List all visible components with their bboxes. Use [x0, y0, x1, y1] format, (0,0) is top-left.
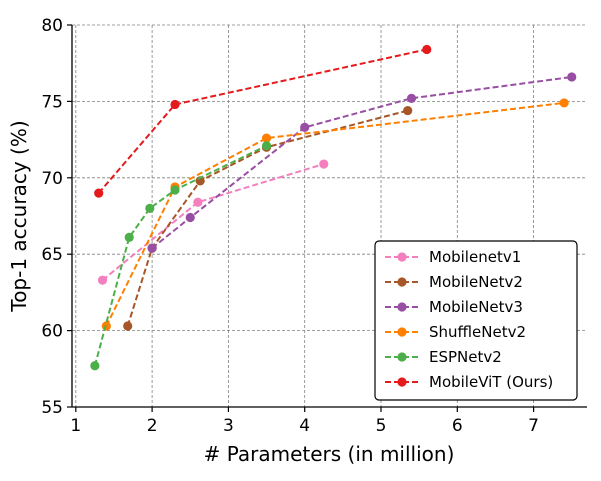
legend-label: ShuffleNetv2	[429, 323, 526, 341]
legend-item-mobilevit-ours: MobileViT (Ours)	[385, 373, 553, 391]
series-line-shufflenetv2	[105, 101, 565, 327]
legend-marker	[397, 252, 407, 262]
legend-item-mobilenetv1: Mobilenetv1	[385, 248, 521, 266]
y-tick-label: 55	[41, 398, 63, 418]
series-line-mobilenetv1	[101, 163, 325, 281]
data-point-mobilenetv1	[319, 159, 329, 169]
data-point-mobilevit-ours	[170, 99, 180, 110]
data-point-espnetv2	[261, 141, 272, 151]
series-mobilenetv3	[147, 72, 577, 253]
legend-marker	[397, 377, 407, 387]
y-tick-label: 65	[41, 245, 63, 265]
legend-marker	[397, 327, 407, 337]
data-point-espnetv2	[124, 232, 134, 242]
legend-marker	[397, 277, 407, 287]
tick-labels: 1 2 3 4 5 6 7 55 60 65 70 75 80	[41, 16, 539, 436]
data-point-mobilenetv3	[147, 243, 157, 253]
data-point-mobilevit-ours	[422, 44, 432, 55]
data-point-mobilenetv3	[185, 212, 195, 223]
data-point-mobilenetv1	[193, 197, 203, 207]
series-mobilevit-ours	[94, 44, 432, 198]
axes	[71, 25, 587, 408]
x-tick-label: 7	[528, 416, 539, 436]
legend-label: ESPNetv2	[429, 348, 502, 366]
legend-label: Mobilenetv1	[429, 248, 521, 266]
y-tick-label: 80	[41, 16, 63, 36]
legend-marker	[397, 302, 407, 312]
legend-label: MobileNetv3	[429, 298, 523, 316]
y-tick-label: 70	[41, 169, 63, 189]
data-point-mobilenetv2	[403, 105, 413, 116]
y-tick-label: 60	[41, 322, 63, 342]
y-axis-label: Top-1 accuracy (%)	[7, 120, 31, 312]
grid-lines	[72, 24, 587, 408]
data-point-espnetv2	[90, 361, 100, 371]
legend-box	[374, 240, 578, 401]
x-tick-label: 5	[376, 416, 387, 436]
data-point-mobilenetv1	[97, 275, 108, 285]
legend-label: MobileNetv2	[429, 273, 523, 291]
legend-item-shufflenetv2: ShuffleNetv2	[385, 323, 526, 341]
x-axis-label: # Parameters (in million)	[204, 442, 455, 466]
legend-item-mobilenetv2: MobileNetv2	[385, 273, 523, 291]
x-tick-label: 4	[299, 416, 310, 436]
series-layer	[90, 44, 577, 371]
data-point-mobilenetv3	[406, 93, 417, 103]
x-tick-label: 3	[223, 416, 234, 436]
series-espnetv2	[90, 141, 272, 371]
data-point-shufflenetv2	[559, 98, 569, 108]
data-point-espnetv2	[170, 185, 180, 195]
legend-item-mobilenetv3: MobileNetv3	[385, 298, 523, 316]
legend-marker	[397, 352, 407, 362]
data-point-espnetv2	[145, 203, 155, 213]
legend-item-espnetv2: ESPNetv2	[385, 348, 502, 366]
series-line-mobilevit-ours	[97, 48, 428, 194]
legend-label: MobileViT (Ours)	[429, 373, 553, 391]
x-tick-label: 1	[70, 416, 81, 436]
series-line-mobilenetv3	[151, 76, 572, 249]
x-tick-label: 6	[452, 416, 463, 436]
x-tick-label: 2	[147, 416, 158, 436]
y-tick-label: 75	[41, 92, 63, 112]
data-point-mobilenetv2	[123, 321, 133, 331]
data-point-mobilevit-ours	[94, 188, 104, 198]
data-point-mobilenetv3	[300, 122, 310, 132]
series-mobilenetv1	[97, 159, 329, 285]
data-point-mobilenetv3	[567, 72, 577, 82]
data-point-shufflenetv2	[261, 133, 272, 143]
legend: Mobilenetv1 MobileNetv2 MobileNetv3 Shuffle…	[374, 240, 578, 401]
